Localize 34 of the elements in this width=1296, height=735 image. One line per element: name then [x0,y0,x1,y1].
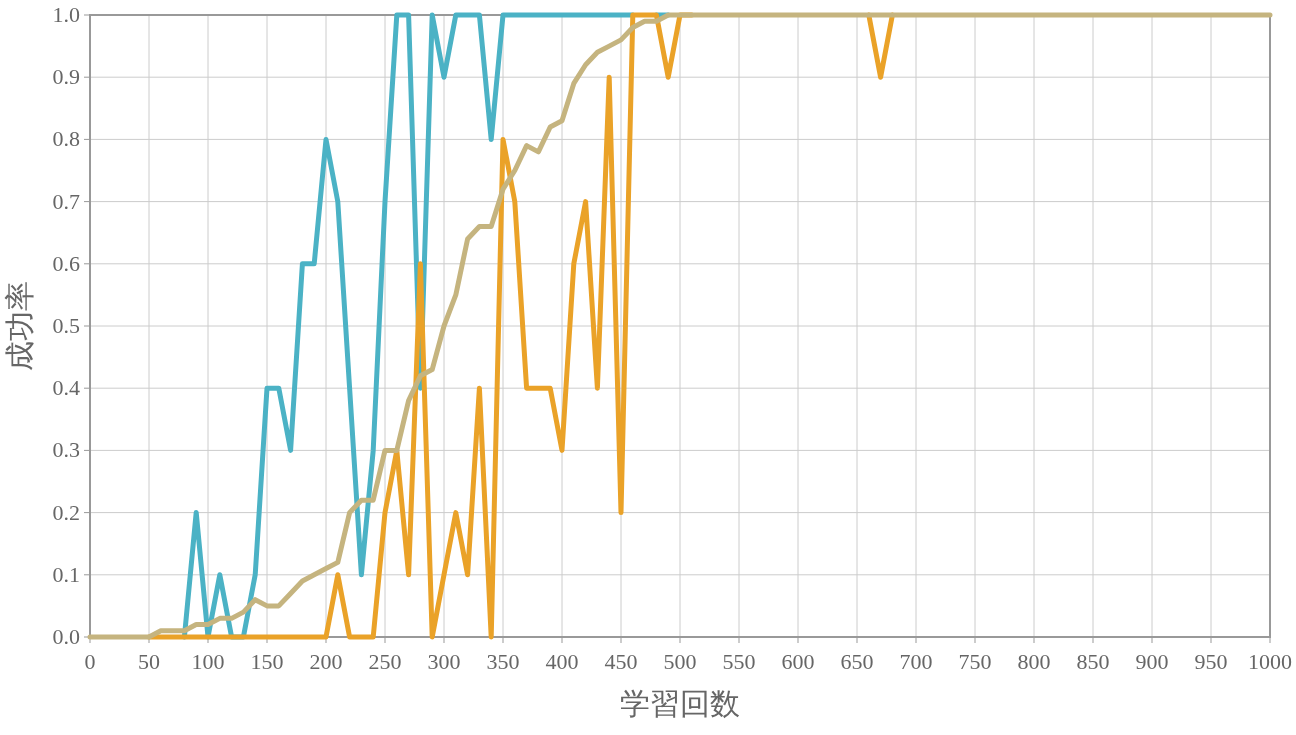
x-tick-label: 800 [1017,649,1051,674]
x-tick-label: 250 [368,649,402,674]
x-tick-label: 700 [899,649,933,674]
x-tick-label: 500 [663,649,697,674]
y-tick-label: 0.9 [52,64,80,90]
x-tick-label: 150 [250,649,284,674]
x-tick-label: 300 [427,649,461,674]
y-tick-label: 0.1 [52,561,80,587]
x-tick-label: 650 [840,649,874,674]
x-axis-title: 学習回数 [620,686,740,721]
y-tick-label: 1.0 [52,2,80,27]
x-tick-label: 950 [1194,649,1228,674]
y-tick-label: 0.5 [52,313,80,338]
x-tick-label: 350 [486,649,520,674]
x-tick-label: 550 [722,649,756,674]
x-tick-label: 50 [138,649,160,674]
x-tick-label: 850 [1076,649,1110,674]
x-tick-label: 0 [84,649,96,674]
y-tick-label: 0.3 [52,437,80,463]
x-tick-label: 900 [1135,649,1169,674]
x-tick-label: 450 [604,649,638,674]
y-tick-label: 0.0 [52,624,80,649]
x-tick-label: 100 [191,649,225,674]
x-tick-label: 400 [545,649,579,674]
y-tick-label: 0.7 [52,188,80,214]
x-tick-label: 600 [781,649,815,674]
y-axis-title: 成功率 [2,281,37,371]
y-tick-label: 0.4 [52,375,80,401]
y-tick-label: 0.6 [52,250,80,276]
x-tick-label: 750 [958,649,992,674]
x-tick-label: 200 [309,649,343,674]
y-tick-label: 0.2 [52,499,80,525]
x-tick-label: 1000 [1248,649,1292,674]
y-tick-label: 0.8 [52,126,80,152]
